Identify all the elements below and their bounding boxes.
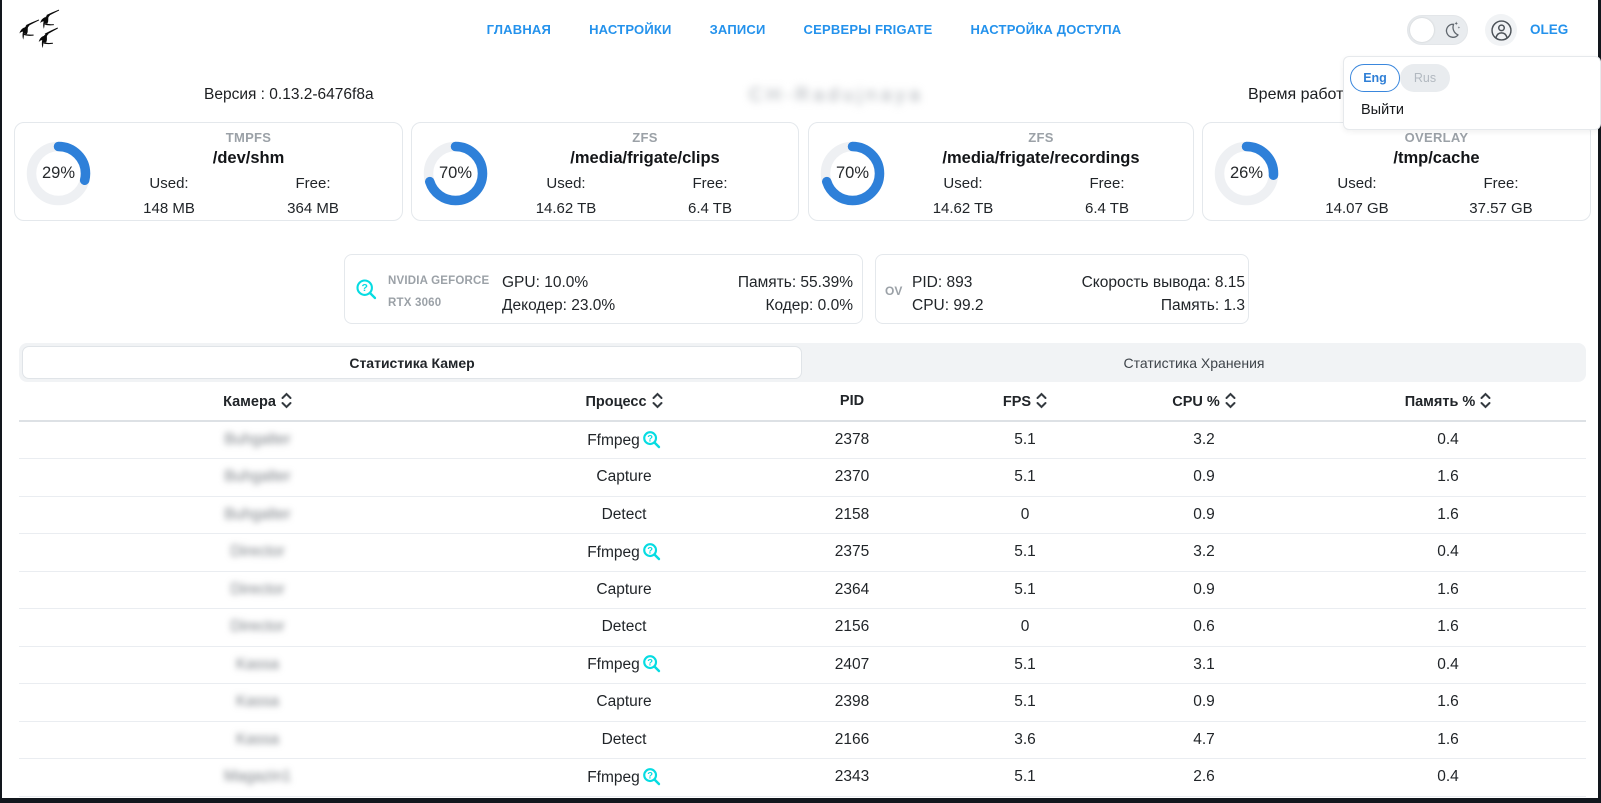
svg-text:?: ? [647,432,653,443]
svg-text:?: ? [647,769,653,780]
svg-text:?: ? [647,544,653,555]
svg-text:?: ? [647,657,653,668]
svg-text:?: ? [361,282,367,294]
